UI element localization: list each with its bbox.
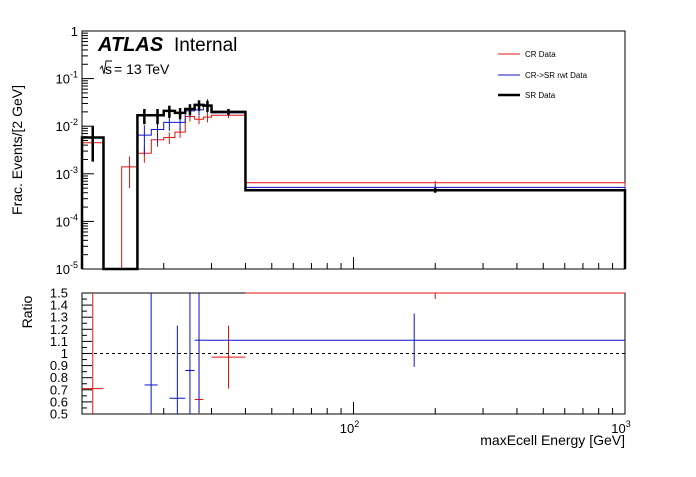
y-tick-label-ratio: 0.9 [50,358,68,373]
ratio-y-axis-title: Ratio [19,295,35,328]
legend-label-cr: CR Data [525,50,556,59]
y-tick-label-ratio: 1.5 [50,286,68,301]
legend-label-rwt: CR->SR rwt Data [525,71,588,80]
histogram-rwt [81,104,626,270]
y-tick-label-ratio: 1.1 [50,334,68,349]
main-y-axis-title: Frac. Events/[2 GeV] [9,85,25,215]
y-tick-label-ratio: 0.7 [50,382,68,397]
y-tick-label-ratio: 1 [61,346,68,361]
y-tick-label-main: 10-5 [56,260,78,277]
y-tick-label-ratio: 1.3 [50,310,68,325]
y-tick-label-main: 10-1 [56,70,78,87]
legend: CR Data CR->SR rwt Data SR Data [498,50,588,100]
y-tick-label-main: 10-2 [56,117,78,134]
y-tick-label-main: 10-4 [56,212,78,229]
svg-text:s: s [105,61,112,77]
x-tick-label: 102 [340,419,359,436]
y-tick-label-main: 1 [71,24,78,39]
atlas-label: ATLAS [97,34,164,56]
y-tick-label-ratio: 1.4 [50,298,68,313]
y-tick-label-main: 10-3 [56,165,78,182]
histogram-cr [81,114,626,270]
internal-label: Internal [174,35,237,56]
y-tick-label-ratio: 0.8 [50,370,68,385]
y-tick-label-ratio: 0.6 [50,394,68,409]
svg-text:= 13 TeV: = 13 TeV [114,61,170,77]
x-axis-title: maxEcell Energy [GeV] [480,432,625,448]
energy-label: s = 13 TeV [99,60,170,77]
y-tick-label-ratio: 0.5 [50,407,68,422]
legend-label-sr: SR Data [525,91,556,100]
y-tick-label-ratio: 1.2 [50,322,68,337]
